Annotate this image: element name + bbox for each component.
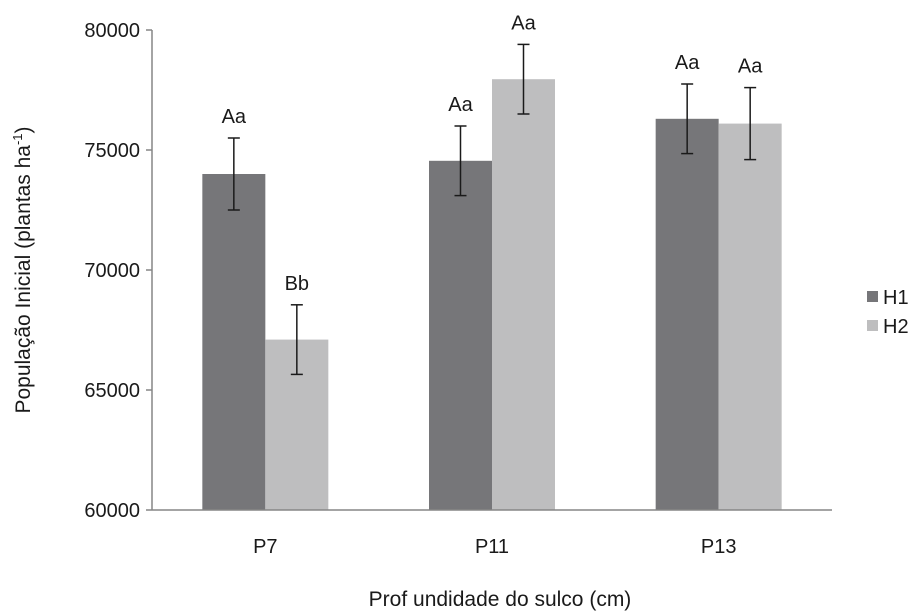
significance-label: Aa xyxy=(222,106,247,128)
y-tick-label: 80000 xyxy=(84,20,140,42)
significance-label: Aa xyxy=(511,12,536,34)
y-axis-title-superscript: -1 xyxy=(10,133,25,145)
y-tick-label: 70000 xyxy=(84,260,140,282)
legend-label-h2: H2 xyxy=(883,316,909,338)
x-category-label: P13 xyxy=(701,536,737,558)
y-tick-label: 65000 xyxy=(84,380,140,402)
y-axis-title-main: População Inicial (plantas ha xyxy=(12,145,35,414)
x-category-label: P7 xyxy=(253,536,277,558)
y-axis-title-tail: ) xyxy=(12,126,35,133)
x-category-labels-layer: P7 P11 P13 xyxy=(253,536,736,558)
bars-layer xyxy=(202,79,782,511)
significance-labels-layer: Aa Bb Aa Aa Aa Aa xyxy=(222,12,764,294)
bar-h1 xyxy=(429,160,492,511)
legend-label-h1: H1 xyxy=(883,287,909,309)
y-ticks-layer: 60000 65000 70000 75000 80000 xyxy=(84,20,152,522)
significance-label: Aa xyxy=(738,56,763,78)
error-bars-layer xyxy=(227,43,757,376)
significance-label: Aa xyxy=(675,52,700,74)
bar-h2 xyxy=(718,123,782,510)
y-tick-label: 75000 xyxy=(84,140,140,162)
significance-label: Bb xyxy=(285,273,309,295)
significance-label: Aa xyxy=(448,94,473,116)
y-tick-label: 60000 xyxy=(84,500,140,522)
y-axis-title: População Inicial (plantas ha-1) xyxy=(10,126,35,413)
legend-swatch-h1 xyxy=(867,291,878,302)
bar-h1 xyxy=(655,118,719,511)
x-axis-title: Prof undidade do sulco (cm) xyxy=(369,588,632,611)
bar-h1 xyxy=(202,174,266,510)
bar-h2 xyxy=(492,79,555,510)
x-category-label: P11 xyxy=(475,536,509,558)
legend-swatch-h2 xyxy=(867,320,878,331)
